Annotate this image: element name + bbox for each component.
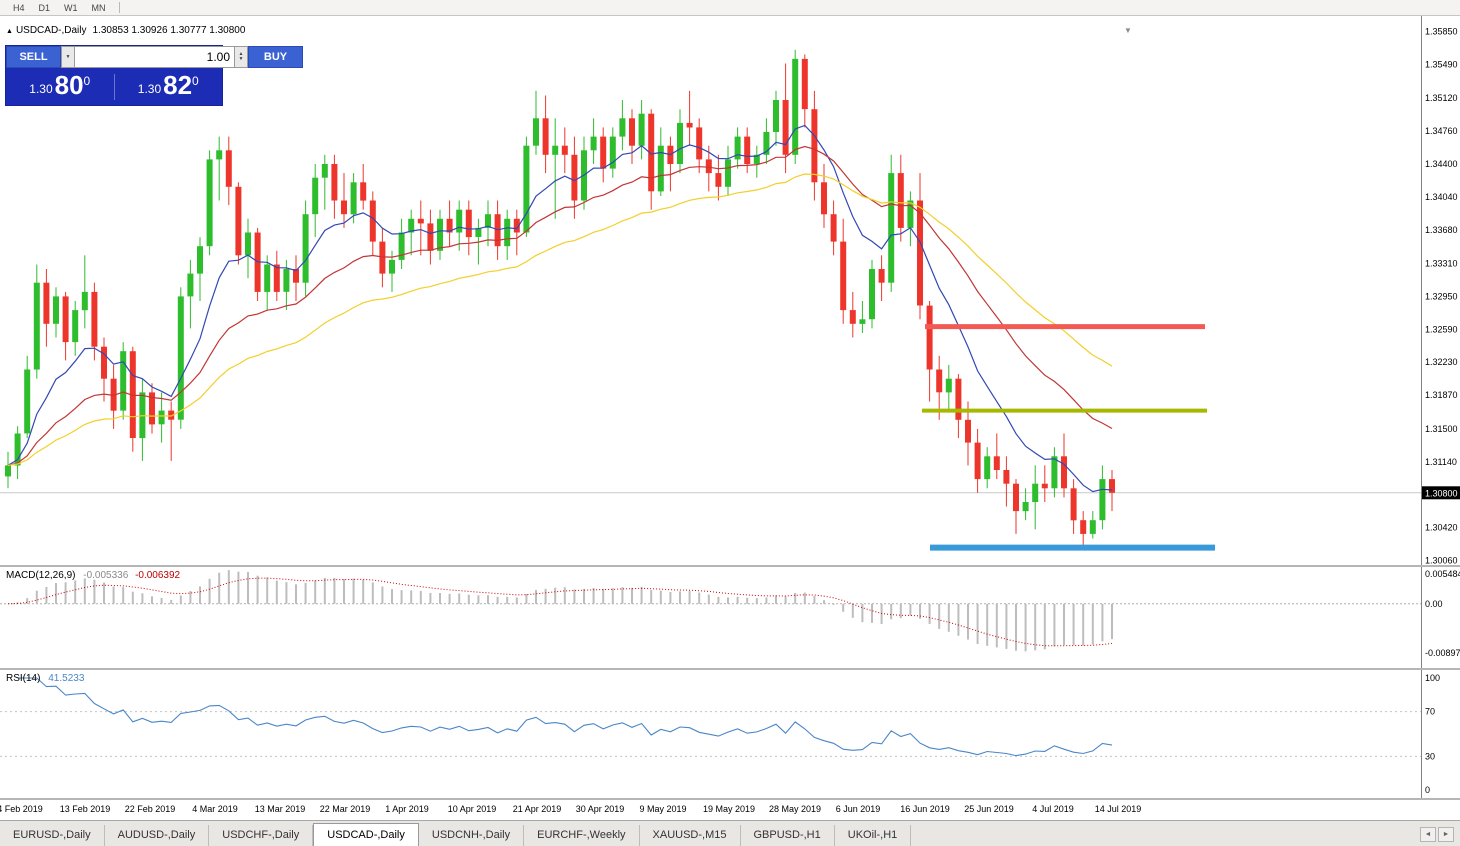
date-label: 28 May 2019	[768, 804, 822, 814]
svg-text:1.32590: 1.32590	[1425, 324, 1458, 334]
main-chart-pane[interactable]: 1.35850 1.35490 1.35120 1.34760 1.34400 1.340…	[0, 16, 1460, 565]
dropdown-arrow-icon: ▼	[65, 54, 71, 60]
chart-tabs: EURUSD-,Daily AUDUSD-,Daily USDCHF-,Daily U…	[0, 821, 912, 846]
chart-tab-bar: EURUSD-,Daily AUDUSD-,Daily USDCHF-,Daily U…	[0, 820, 1460, 846]
rsi-line	[17, 677, 1113, 757]
chart-tab-audusd-daily[interactable]: AUDUSD-,Daily	[105, 825, 210, 846]
period-w1-button[interactable]: W1	[64, 2, 78, 13]
svg-text:1.34040: 1.34040	[1425, 192, 1458, 202]
tab-scroll-right-button[interactable]: ►	[1438, 827, 1454, 842]
rsi-pane[interactable]: 100 70 30 0	[0, 670, 1460, 798]
sell-price[interactable]: 1.30 80 0	[29, 70, 91, 100]
ma-10-line[interactable]	[7, 124, 1113, 493]
date-label: 22 Feb 2019	[124, 804, 176, 814]
svg-text:1.30420: 1.30420	[1425, 523, 1458, 533]
pane-separator	[0, 798, 1460, 800]
svg-text:1.30800: 1.30800	[1425, 488, 1458, 498]
symbol-marker-icon: ▲	[6, 28, 13, 35]
svg-text:1.34400: 1.34400	[1425, 159, 1458, 169]
chart-tab-usdcad-daily[interactable]: USDCAD-,Daily	[313, 823, 419, 846]
chart-symbol-label: ▲ USDCAD-,Daily 1.30853 1.30926 1.30777 1.…	[6, 25, 245, 36]
macd-indicator-label: MACD(12,26,9) -0.005336 -0.006392	[6, 570, 181, 581]
date-label: 16 Jun 2019	[900, 804, 950, 814]
buy-button[interactable]: BUY	[248, 46, 303, 68]
svg-text:1.32230: 1.32230	[1425, 357, 1458, 367]
volume-dropdown-button[interactable]: ▼	[61, 46, 75, 68]
period-h4-button[interactable]: H4	[13, 2, 25, 13]
chart-tab-ukoil-h1[interactable]: UKOil-,H1	[835, 825, 912, 846]
time-axis[interactable]: 4 Feb 2019 13 Feb 2019 22 Feb 2019 4 Mar 20…	[0, 800, 1421, 820]
volume-spinner[interactable]: ▲ ▼	[234, 46, 248, 68]
rsi-indicator-label: RSI(14) 41.5233	[6, 673, 85, 684]
chart-tab-usdchf-daily[interactable]: USDCHF-,Daily	[209, 825, 314, 846]
sell-button[interactable]: SELL	[6, 46, 61, 68]
chart-tab-eurchf-weekly[interactable]: EURCHF-,Weekly	[524, 825, 640, 846]
macd-axis[interactable]: 0.005484 0.00 -0.008973	[1425, 569, 1460, 658]
svg-text:1.33680: 1.33680	[1425, 225, 1458, 235]
svg-text:1.33310: 1.33310	[1425, 259, 1458, 269]
svg-text:1.34760: 1.34760	[1425, 126, 1458, 136]
symbol-name: USDCAD-,Daily	[15, 25, 87, 36]
current-price-label: 1.30800	[1422, 486, 1460, 500]
date-label: 13 Feb 2019	[59, 804, 111, 814]
date-label: 4 Jul 2019	[1032, 804, 1074, 814]
period-d1-button[interactable]: D1	[38, 2, 51, 13]
date-label: 22 Mar 2019	[319, 804, 371, 814]
pane-separator[interactable]	[0, 565, 1460, 567]
svg-text:1.31140: 1.31140	[1425, 457, 1457, 467]
date-label: 9 May 2019	[639, 804, 687, 814]
date-label: 13 Mar 2019	[254, 804, 306, 814]
ma-25-line[interactable]	[7, 145, 1113, 466]
svg-text:0.00: 0.00	[1425, 599, 1443, 609]
tab-scroll-left-button[interactable]: ◄	[1420, 827, 1436, 842]
svg-text:1.30060: 1.30060	[1425, 555, 1458, 565]
buy-price[interactable]: 1.30 82 0	[137, 70, 199, 100]
svg-text:30: 30	[1425, 751, 1435, 761]
ma-45-line[interactable]	[7, 173, 1113, 466]
chart-tab-usdcnh-daily[interactable]: USDCNH-,Daily	[419, 825, 525, 846]
svg-text:0: 0	[1425, 785, 1430, 795]
chart-tab-eurusd-daily[interactable]: EURUSD-,Daily	[0, 825, 105, 846]
date-label: 1 Apr 2019	[385, 804, 429, 814]
macd-pane[interactable]: 0.005484 0.00 -0.008973	[0, 567, 1460, 668]
svg-text:1.35120: 1.35120	[1425, 93, 1458, 103]
spinner-down-icon[interactable]: ▼	[238, 56, 244, 62]
svg-text:0.005484: 0.005484	[1425, 569, 1460, 579]
macd-histogram	[16, 570, 1113, 652]
date-label: 19 May 2019	[702, 804, 756, 814]
chart-tab-gbpusd-h1[interactable]: GBPUSD-,H1	[741, 825, 835, 846]
date-label: 14 Jul 2019	[1094, 804, 1142, 814]
svg-text:100: 100	[1425, 673, 1440, 683]
pane-separator[interactable]	[0, 668, 1460, 670]
chart-shift-marker-icon[interactable]: ▼	[1124, 26, 1132, 35]
date-label: 30 Apr 2019	[575, 804, 625, 814]
date-label: 4 Feb 2019	[0, 804, 43, 814]
svg-text:70: 70	[1425, 707, 1435, 717]
chart-window: 1.35850 1.35490 1.35120 1.34760 1.34400 1.340…	[0, 16, 1460, 820]
svg-text:1.35850: 1.35850	[1425, 27, 1458, 37]
svg-text:1.31870: 1.31870	[1425, 390, 1458, 400]
svg-text:1.31500: 1.31500	[1425, 424, 1458, 434]
period-mn-button[interactable]: MN	[91, 2, 106, 13]
date-label: 10 Apr 2019	[447, 804, 497, 814]
price-divider	[113, 73, 115, 100]
date-label: 6 Jun 2019	[835, 804, 881, 814]
macd-signal-line	[7, 577, 1113, 647]
period-toolbar: H4 D1 W1 MN	[0, 0, 1460, 16]
rsi-axis[interactable]: 100 70 30 0	[1425, 673, 1440, 795]
date-label: 21 Apr 2019	[512, 804, 562, 814]
svg-text:1.35490: 1.35490	[1425, 59, 1458, 69]
price-axis[interactable]: 1.35850 1.35490 1.35120 1.34760 1.34400 1.340…	[1425, 27, 1458, 566]
spinner-up-icon[interactable]: ▲	[238, 51, 244, 57]
svg-text:1.32950: 1.32950	[1425, 291, 1458, 301]
date-label: 25 Jun 2019	[964, 804, 1014, 814]
date-label: 4 Mar 2019	[192, 804, 238, 814]
toolbar-divider	[118, 2, 120, 13]
chart-tab-xauusd-m15[interactable]: XAUUSD-,M15	[640, 825, 741, 846]
svg-text:-0.008973: -0.008973	[1425, 648, 1460, 658]
ohlc-values: 1.30853 1.30926 1.30777 1.30800	[92, 25, 246, 36]
volume-input[interactable]	[75, 46, 234, 68]
candles-layer[interactable]	[5, 49, 1115, 548]
